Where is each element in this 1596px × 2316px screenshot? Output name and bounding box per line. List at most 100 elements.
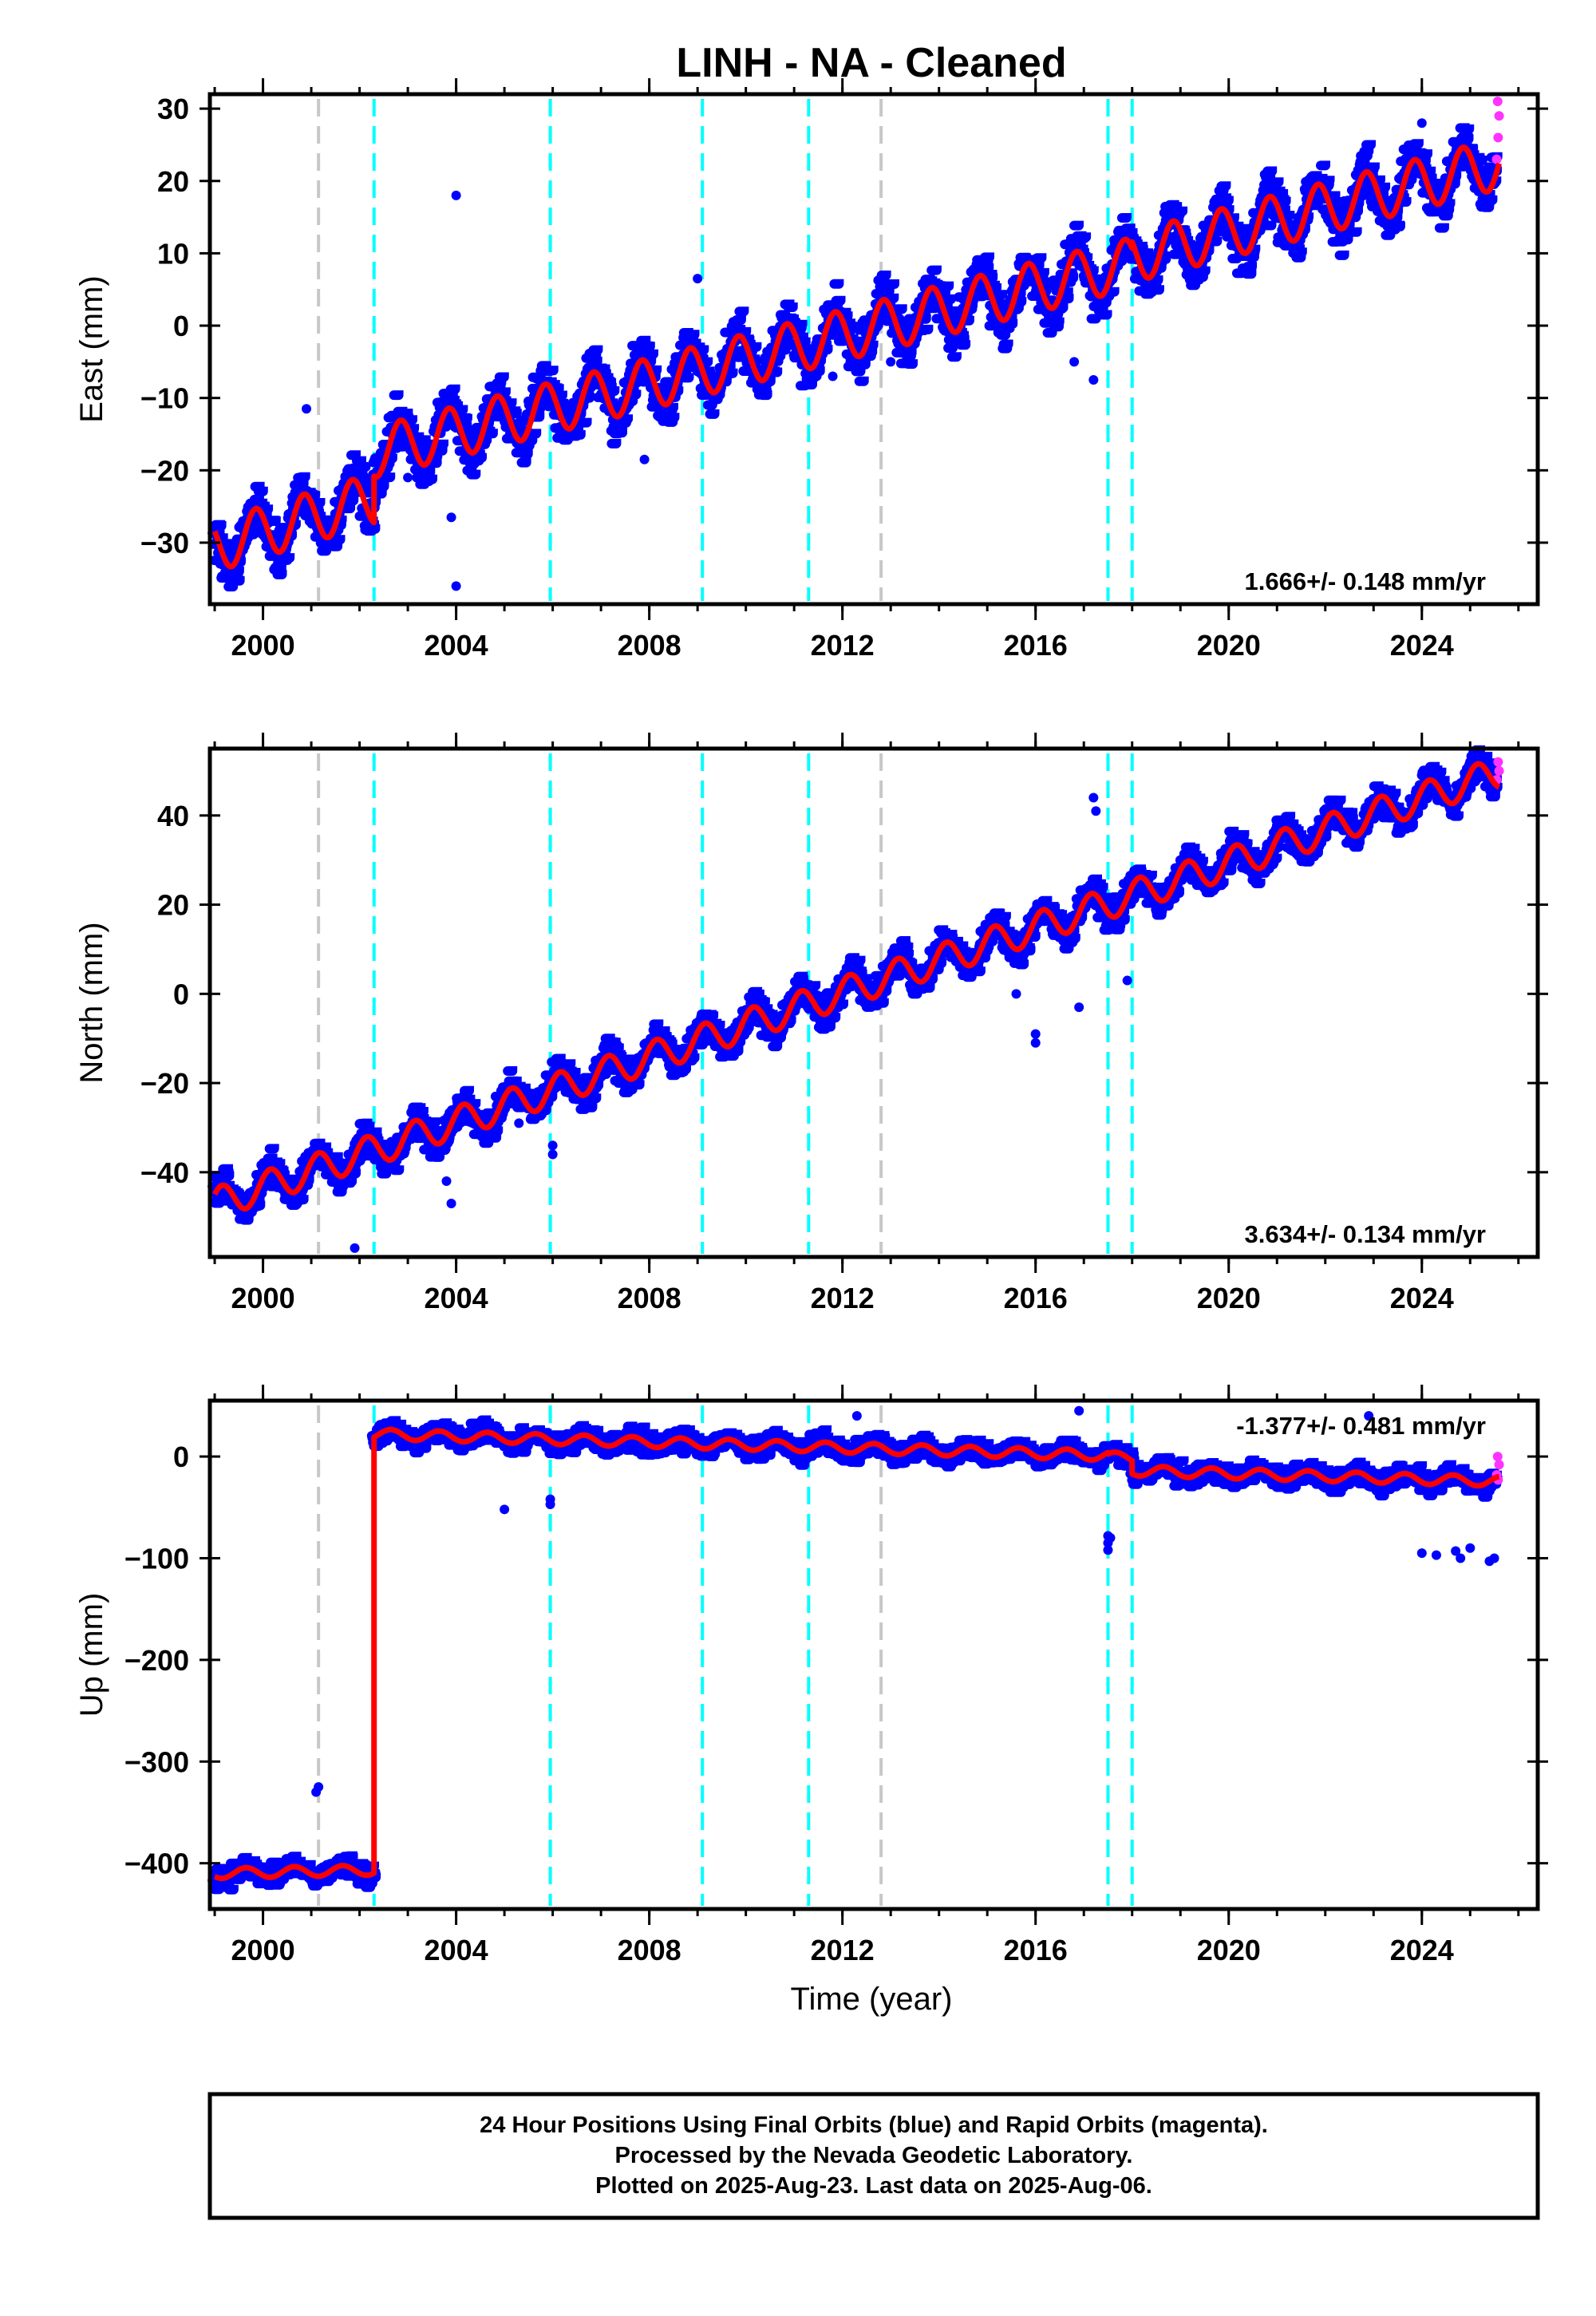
- outlier-point: [1416, 1548, 1427, 1559]
- outlier-point: [1011, 989, 1021, 999]
- x-tick-label: 2008: [618, 1934, 681, 1966]
- footer-frame: [207, 2092, 1540, 2220]
- x-tick-label: 2004: [425, 1934, 488, 1966]
- outlier-point: [547, 1140, 558, 1151]
- y-axis-label: Up (mm): [74, 1593, 109, 1717]
- y-tick-label: 20: [157, 889, 189, 922]
- x-tick-label: 2004: [425, 629, 488, 662]
- outlier-point: [314, 1782, 324, 1792]
- outlier-point: [500, 1504, 510, 1515]
- outlier-point: [547, 1149, 558, 1160]
- x-tick-label: 2008: [618, 1282, 681, 1314]
- outlier-point: [446, 1198, 456, 1208]
- outlier-point: [1416, 118, 1427, 128]
- outlier-point: [1030, 1037, 1041, 1048]
- outlier-point: [451, 190, 461, 200]
- outlier-point: [1451, 1546, 1461, 1556]
- y-tick-label: 0: [173, 310, 189, 342]
- outlier-point: [302, 404, 312, 414]
- rapid-orbit-point: [1491, 154, 1502, 164]
- footer-line-3: Plotted on 2025-Aug-23. Last data on 202…: [595, 2173, 1152, 2199]
- outlier-point: [1103, 1545, 1113, 1555]
- plot-frame: [207, 1398, 1540, 1911]
- model-fit-line: [211, 144, 1502, 570]
- plot-frame: [207, 92, 1540, 607]
- rapid-orbit-point: [1494, 765, 1504, 776]
- outlier-point: [1105, 1532, 1116, 1543]
- y-tick-label: 0: [173, 1441, 189, 1473]
- y-tick-label: −100: [124, 1542, 189, 1575]
- outlier-point: [1088, 375, 1099, 385]
- y-tick-label: −10: [140, 382, 189, 415]
- model-fit-line: [212, 1426, 1501, 1882]
- x-tick-label: 2012: [811, 629, 875, 662]
- outlier-point: [1122, 975, 1132, 986]
- y-tick-label: −20: [140, 454, 189, 487]
- x-tick-label: 2016: [1004, 1282, 1068, 1314]
- x-tick-label: 2012: [811, 1282, 875, 1314]
- y-tick-label: −30: [140, 527, 189, 559]
- outlier-point: [514, 1118, 524, 1128]
- rapid-orbit-point: [1492, 1452, 1503, 1462]
- x-tick-label: 2008: [618, 629, 681, 662]
- outlier-point: [446, 512, 456, 523]
- outlier-point: [886, 357, 896, 367]
- panel-north: −40 −20 0 20 40 2000 2004 2008 2012 2016 2020 2024 N…: [74, 733, 1548, 1314]
- velocity-rate-label: -1.377+/- 0.481 mm/yr: [1236, 1412, 1486, 1440]
- footer-box: 24 Hour Positions Using Final Orbits (bl…: [207, 2092, 1540, 2220]
- outlier-point: [1489, 1553, 1499, 1563]
- plot-frame: [207, 746, 1540, 1259]
- outlier-point: [1431, 1550, 1441, 1560]
- outlier-point: [350, 1243, 360, 1253]
- x-tick-label: 2024: [1390, 1282, 1454, 1314]
- outlier-point: [1456, 1553, 1466, 1563]
- outlier-point: [1465, 1543, 1476, 1553]
- x-tick-label: 2000: [231, 1282, 295, 1314]
- outlier-point: [1074, 1405, 1084, 1416]
- outlier-point: [1069, 357, 1080, 367]
- panel-up: −400 −300 −200 −100 0 2000 2004 2008 2012 2016 202…: [74, 1385, 1548, 1966]
- y-axis-label: North (mm): [74, 922, 109, 1083]
- outlier-point: [1091, 806, 1101, 816]
- outlier-point: [451, 581, 461, 591]
- footer-line-1: 24 Hour Positions Using Final Orbits (bl…: [480, 2112, 1268, 2138]
- y-tick-label: −40: [140, 1156, 189, 1189]
- x-tick-label: 2016: [1004, 1934, 1068, 1966]
- y-tick-label: 30: [157, 93, 189, 125]
- x-tick-label: 2016: [1004, 629, 1068, 662]
- y-tick-label: 40: [157, 800, 189, 832]
- x-tick-label: 2000: [231, 1934, 295, 1966]
- x-axis-label: Time (year): [791, 1982, 953, 2017]
- y-axis-label: East (mm): [74, 275, 109, 422]
- y-tick-label: −300: [124, 1745, 189, 1778]
- y-tick-label: 20: [157, 165, 189, 198]
- y-tick-label: −20: [140, 1067, 189, 1100]
- outlier-point: [851, 1411, 862, 1421]
- outlier-point: [1088, 792, 1099, 803]
- rapid-orbit-point: [1492, 97, 1503, 107]
- rapid-orbit-point: [1493, 132, 1503, 143]
- outlier-point: [639, 454, 650, 464]
- outlier-point: [545, 1499, 555, 1509]
- chart-title: LINH - NA - Cleaned: [676, 40, 1066, 86]
- outlier-point: [1074, 1002, 1084, 1013]
- panel-east: −30 −20 −10 0 10 20 30 2000 2004 2008 2012 2016 2020…: [74, 78, 1548, 662]
- x-tick-label: 2024: [1390, 1934, 1454, 1966]
- velocity-rate-label: 1.666+/- 0.148 mm/yr: [1245, 567, 1486, 595]
- x-tick-label: 2024: [1390, 629, 1454, 662]
- outlier-point: [1364, 1411, 1374, 1421]
- outlier-point: [828, 371, 838, 381]
- x-tick-label: 2000: [231, 629, 295, 662]
- y-tick-label: −400: [124, 1848, 189, 1880]
- model-fit-line: [211, 761, 1501, 1212]
- rapid-orbit-point: [1494, 111, 1504, 121]
- x-tick-label: 2012: [811, 1934, 875, 1966]
- rapid-orbit-point: [1494, 1460, 1504, 1470]
- rapid-orbit-point: [1493, 757, 1503, 767]
- x-tick-label: 2020: [1197, 629, 1261, 662]
- x-tick-label: 2020: [1197, 1282, 1261, 1314]
- outlier-point: [403, 472, 413, 483]
- y-tick-label: 0: [173, 978, 189, 1010]
